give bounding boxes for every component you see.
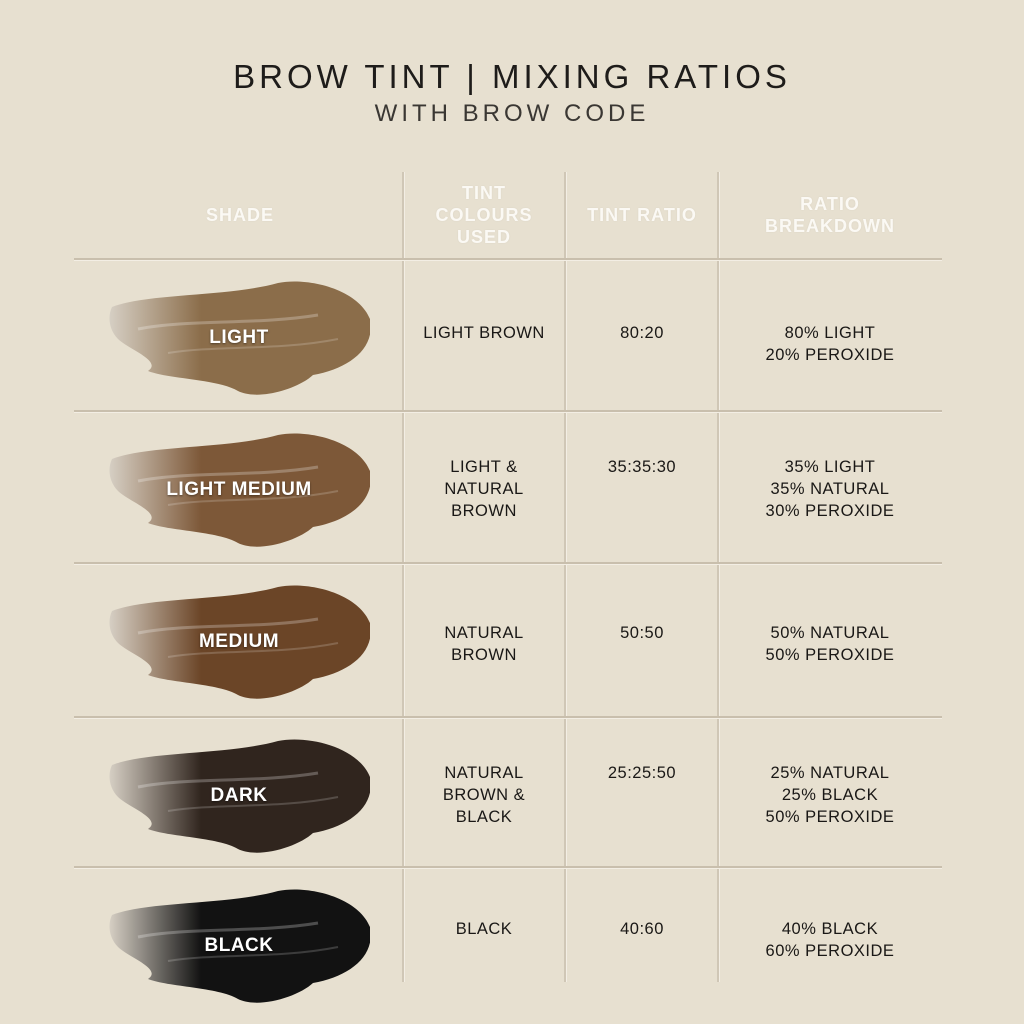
tint-colours-cell: NATURAL BROWN xyxy=(444,624,524,664)
tint-colours-cell: LIGHT & NATURAL BROWN xyxy=(444,458,524,520)
ratio-breakdown-cell: 40% BLACK 60% PEROXIDE xyxy=(765,920,895,960)
shade-swatch: MEDIUM xyxy=(108,583,370,701)
shade-swatch: BLACK xyxy=(108,887,370,1005)
divider xyxy=(564,172,566,982)
header-shade: SHADE xyxy=(205,205,274,225)
swatch-smear xyxy=(109,433,370,547)
shade-swatch: LIGHT MEDIUM xyxy=(108,431,370,549)
swatch-smear xyxy=(109,889,370,1003)
header-tint-colours: TINT COLOURS USED xyxy=(435,183,533,247)
swatch-smear xyxy=(109,739,370,853)
tint-ratio-cell: 35:35:30 xyxy=(607,458,677,476)
header-ratio-breakdown: RATIO BREAKDOWN xyxy=(765,194,895,236)
ratio-breakdown-cell: 50% NATURAL 50% PEROXIDE xyxy=(765,624,895,664)
shade-label: MEDIUM xyxy=(198,631,280,652)
divider xyxy=(74,562,942,564)
ratio-breakdown-cell: 35% LIGHT 35% NATURAL 30% PEROXIDE xyxy=(765,458,895,520)
swatch-smear xyxy=(109,585,370,699)
page-title: BROW TINT | MIXING RATIOS xyxy=(233,58,791,95)
ratio-breakdown-cell: 25% NATURAL 25% BLACK 50% PEROXIDE xyxy=(765,764,895,826)
tint-ratio-cell: 80:20 xyxy=(620,324,664,342)
shade-label: LIGHT MEDIUM xyxy=(166,479,312,500)
shade-label: DARK xyxy=(210,785,268,806)
header-tint-ratio: TINT RATIO xyxy=(587,205,697,225)
swatch-smear xyxy=(109,281,370,395)
tint-ratio-cell: 50:50 xyxy=(620,624,664,642)
divider xyxy=(74,866,942,868)
divider xyxy=(402,172,404,982)
page-subtitle: WITH BROW CODE xyxy=(374,100,650,127)
tint-ratio-cell: 40:60 xyxy=(620,920,664,938)
shade-label: BLACK xyxy=(204,935,274,956)
tint-colours-cell: BLACK xyxy=(455,920,513,938)
divider xyxy=(717,172,719,982)
shade-label: LIGHT xyxy=(209,327,269,348)
shade-swatch: LIGHT xyxy=(108,279,370,397)
tint-colours-cell: LIGHT BROWN xyxy=(423,324,545,342)
divider xyxy=(74,410,942,412)
tint-ratio-cell: 25:25:50 xyxy=(607,764,677,782)
divider xyxy=(74,258,942,260)
ratio-breakdown-cell: 80% LIGHT 20% PEROXIDE xyxy=(765,324,895,364)
divider xyxy=(74,716,942,718)
shade-swatch: DARK xyxy=(108,737,370,855)
tint-colours-cell: NATURAL BROWN & BLACK xyxy=(442,764,526,826)
